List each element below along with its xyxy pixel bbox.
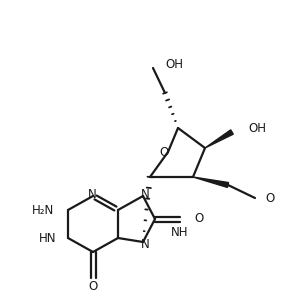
Text: N: N [141,238,149,252]
Polygon shape [193,177,228,187]
Text: O: O [194,212,203,226]
Text: NH: NH [171,226,189,239]
Text: N: N [88,189,96,201]
Text: HN: HN [38,232,56,244]
Text: OH: OH [248,122,266,136]
Text: H₂N: H₂N [32,204,54,217]
Text: OH: OH [165,58,183,72]
Polygon shape [205,130,233,148]
Text: O: O [265,192,274,204]
Text: N: N [141,187,149,201]
Text: O: O [88,280,98,294]
Text: O: O [159,145,169,159]
